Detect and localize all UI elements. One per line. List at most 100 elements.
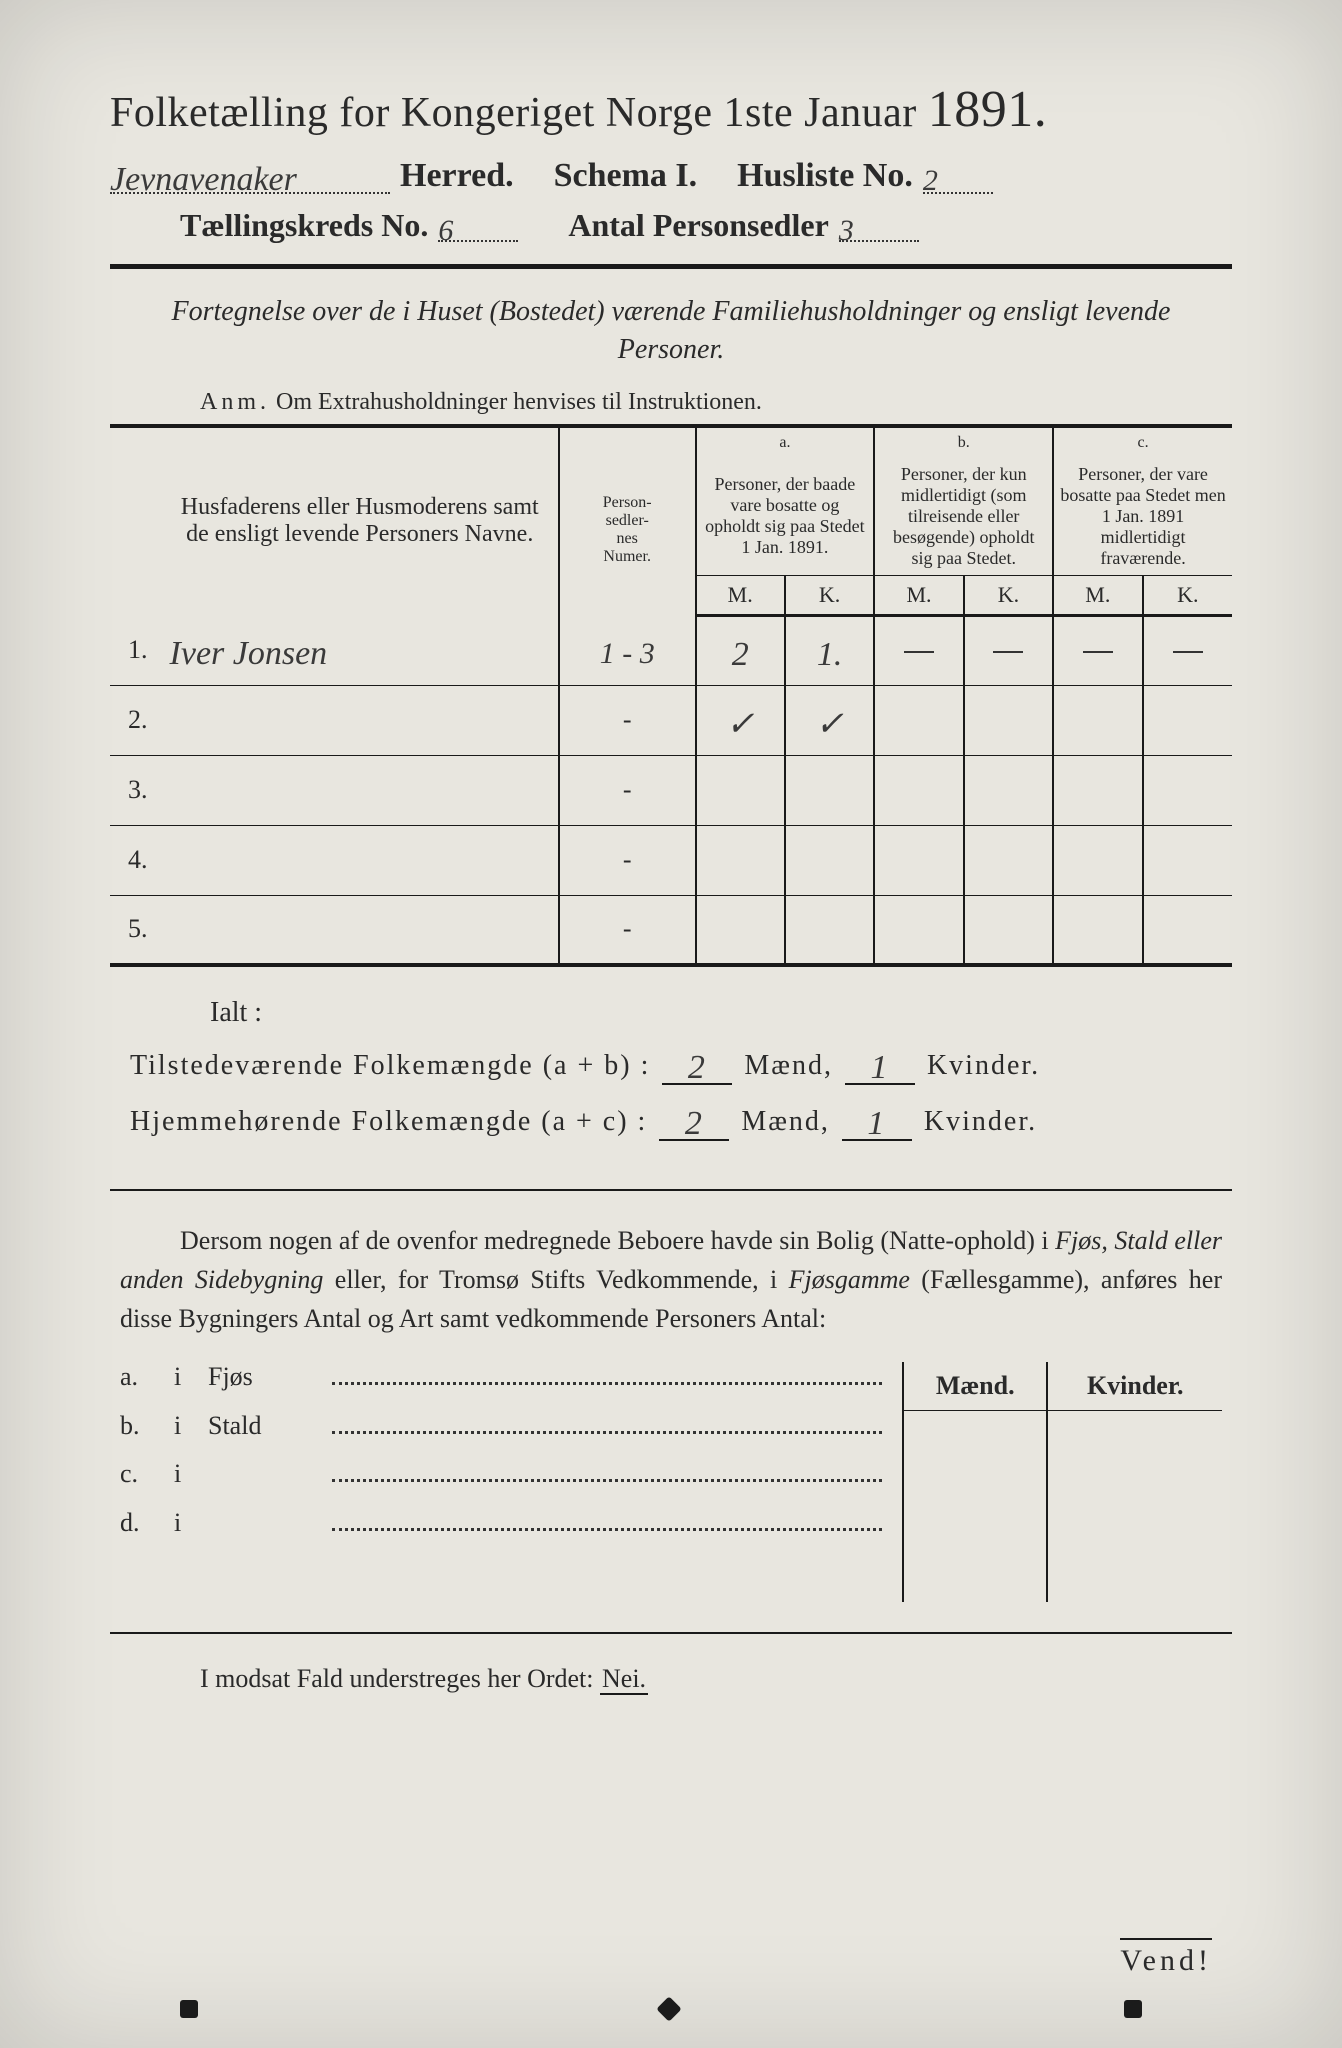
subtitle: Fortegnelse over de i Huset (Bostedet) v… bbox=[140, 293, 1202, 369]
dotted-line bbox=[332, 1410, 882, 1433]
household-table: Husfaderens eller Husmoderens samt de en… bbox=[110, 424, 1232, 968]
herred-label: Herred. bbox=[400, 157, 514, 195]
row-pn: - bbox=[559, 685, 696, 755]
totals-l2-label: Hjemmehørende Folkemængde (a + c) : bbox=[130, 1106, 647, 1138]
cell-dash bbox=[904, 651, 934, 653]
row-pn: - bbox=[559, 825, 696, 895]
bld-type: Stald bbox=[208, 1411, 318, 1441]
col-c-letter: c. bbox=[1138, 434, 1149, 451]
col-name: Husfaderens eller Husmoderens samt de en… bbox=[181, 494, 539, 547]
para-t2: eller, for Tromsø Stifts Vedkommende, i bbox=[323, 1265, 788, 1294]
bld-lbl: d. bbox=[120, 1508, 160, 1538]
table-body: 1. Iver Jonsen 1 - 3 2 1. 2. - ✓ ✓ 3. bbox=[110, 615, 1232, 965]
bld-row: c. i bbox=[120, 1459, 882, 1489]
dotted-line bbox=[332, 1507, 882, 1530]
totals-line-2: Hjemmehørende Folkemængde (a + c) : 2 Mæ… bbox=[130, 1101, 1232, 1141]
mk-c-k: K. bbox=[1143, 575, 1232, 615]
col-b-letter: b. bbox=[958, 434, 970, 451]
meta-line-1: Jevnavenaker Herred. Schema I. Husliste … bbox=[110, 157, 1232, 195]
anm-line: Anm. Om Extrahusholdninger henvises til … bbox=[200, 389, 1232, 416]
cell: ✓ bbox=[815, 706, 844, 743]
building-section: a. i Fjøs b. i Stald c. i d. i bbox=[120, 1362, 1222, 1602]
maend-label: Mænd, bbox=[744, 1050, 833, 1082]
bld-lbl: b. bbox=[120, 1411, 160, 1441]
rule-thin-end bbox=[110, 1632, 1232, 1634]
bld-row: d. i bbox=[120, 1507, 882, 1537]
bld-head-m: Mænd. bbox=[903, 1362, 1047, 1410]
anm-lead: Anm. bbox=[200, 389, 270, 415]
row-num: 5. bbox=[110, 895, 162, 965]
dotted-line bbox=[332, 1362, 882, 1385]
bld-type: Fjøs bbox=[208, 1362, 318, 1392]
col-a-letter: a. bbox=[779, 434, 790, 451]
bld-row: a. i Fjøs bbox=[120, 1362, 882, 1392]
antal-label: Antal Personsedler bbox=[568, 207, 828, 244]
page-title: Folketælling for Kongeriget Norge 1ste J… bbox=[110, 80, 1232, 139]
cell-dash bbox=[1083, 651, 1113, 653]
row-name: Iver Jonsen bbox=[170, 635, 328, 672]
col-pn: Person- sedler- nes Numer. bbox=[603, 494, 652, 565]
mk-a-k: K. bbox=[785, 575, 874, 615]
table-row: 4. - bbox=[110, 825, 1232, 895]
bld-i: i bbox=[174, 1411, 194, 1441]
husliste-label: Husliste No. bbox=[737, 157, 913, 195]
bld-lbl: c. bbox=[120, 1459, 160, 1489]
antal-value: 3 bbox=[839, 214, 854, 247]
nei-line: I modsat Fald understreges her Ordet: Ne… bbox=[200, 1664, 1232, 1694]
mk-a-m: M. bbox=[696, 575, 785, 615]
bld-i: i bbox=[174, 1362, 194, 1392]
row-pn: 1 - 3 bbox=[600, 637, 655, 670]
punch-hole-icon bbox=[1124, 2000, 1142, 2018]
census-form-page: Folketælling for Kongeriget Norge 1ste J… bbox=[0, 0, 1342, 2048]
nei-text: I modsat Fald understreges her Ordet: bbox=[200, 1664, 594, 1693]
bld-lbl: a. bbox=[120, 1362, 160, 1392]
rule-thick-1 bbox=[110, 264, 1232, 269]
row-num: 1. bbox=[110, 615, 162, 685]
meta-line-2: Tællingskreds No. 6 Antal Personsedler 3 bbox=[110, 207, 1232, 244]
schema-label: Schema I. bbox=[554, 157, 698, 195]
building-paragraph: Dersom nogen af de ovenfor medregnede Be… bbox=[120, 1221, 1222, 1338]
punch-hole-icon bbox=[656, 1996, 681, 2021]
punch-hole-icon bbox=[180, 2000, 198, 2018]
kreds-value: 6 bbox=[438, 214, 453, 247]
mk-c-m: M. bbox=[1053, 575, 1142, 615]
maend-label: Mænd, bbox=[741, 1106, 830, 1138]
totals-l2-k: 1 bbox=[867, 1105, 886, 1142]
cell-dash bbox=[993, 651, 1023, 653]
herred-value: Jevnavenaker bbox=[110, 161, 297, 198]
ialt-label: Ialt : bbox=[210, 997, 1232, 1029]
table-row: 3. - bbox=[110, 755, 1232, 825]
col-b-text: Personer, der kun midlertidigt (som tilr… bbox=[893, 464, 1034, 568]
rule-mid bbox=[110, 1189, 1232, 1191]
building-rows: a. i Fjøs b. i Stald c. i d. i bbox=[120, 1362, 902, 1556]
dotted-line bbox=[332, 1459, 882, 1482]
bld-i: i bbox=[174, 1508, 194, 1538]
cell: 1. bbox=[817, 636, 843, 673]
row-num: 2. bbox=[110, 685, 162, 755]
cell-dash bbox=[1173, 651, 1203, 653]
nei-word: Nei. bbox=[600, 1664, 648, 1695]
totals-l1-k: 1 bbox=[870, 1049, 889, 1086]
kvinder-label: Kvinder. bbox=[927, 1050, 1040, 1082]
husliste-value: 2 bbox=[923, 164, 938, 197]
para-t1: Dersom nogen af de ovenfor medregnede Be… bbox=[180, 1226, 1055, 1255]
cell: ✓ bbox=[726, 706, 755, 743]
para-i2: Fjøsgamme bbox=[789, 1265, 910, 1294]
cell: 2 bbox=[732, 636, 749, 673]
bld-head-k: Kvinder. bbox=[1047, 1362, 1222, 1410]
title-text: Folketælling for Kongeriget Norge 1ste J… bbox=[110, 90, 917, 136]
kreds-label: Tællingskreds No. bbox=[180, 207, 428, 244]
totals-l1-m: 2 bbox=[688, 1049, 707, 1086]
row-pn: - bbox=[559, 755, 696, 825]
row-pn: - bbox=[559, 895, 696, 965]
totals-l2-m: 2 bbox=[685, 1105, 704, 1142]
mk-b-m: M. bbox=[874, 575, 963, 615]
col-c-text: Personer, der vare bosatte paa Stedet me… bbox=[1060, 464, 1225, 568]
table-row: 1. Iver Jonsen 1 - 3 2 1. bbox=[110, 615, 1232, 685]
bld-i: i bbox=[174, 1459, 194, 1489]
row-num: 3. bbox=[110, 755, 162, 825]
title-year: 1891. bbox=[928, 81, 1048, 138]
bld-row: b. i Stald bbox=[120, 1410, 882, 1440]
kvinder-label: Kvinder. bbox=[924, 1106, 1037, 1138]
vend-label: Vend! bbox=[1120, 1938, 1212, 1978]
